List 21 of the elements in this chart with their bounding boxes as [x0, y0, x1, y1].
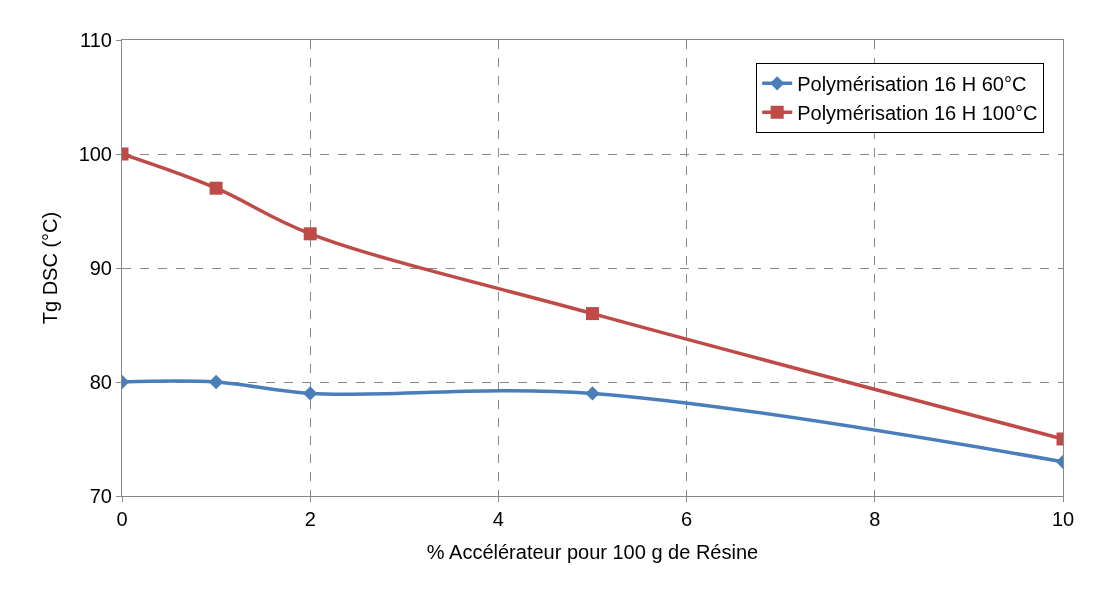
y-tick-label: 70 [89, 485, 112, 507]
point [303, 386, 318, 401]
x-tick-label: 0 [116, 508, 128, 530]
point [585, 386, 600, 401]
y-tick-label: 80 [89, 371, 112, 393]
x-tick-label: 4 [492, 508, 504, 530]
point [209, 181, 223, 195]
y-axis-title: Tg DSC (°C) [39, 211, 62, 325]
x-axis-title: % Accélérateur pour 100 g de Résine [426, 540, 759, 563]
point [303, 227, 317, 241]
y-tick-label: 100 [78, 143, 112, 165]
x-tick-label: 8 [869, 508, 881, 530]
y-tick-label: 90 [89, 257, 112, 279]
legend-label: Polymérisation 16 H 100°C [797, 102, 1038, 125]
x-tick-label: 10 [1051, 508, 1075, 530]
y-tick-label: 110 [80, 29, 112, 51]
x-tick-label: 2 [304, 508, 316, 530]
point [208, 374, 224, 390]
point [586, 307, 599, 321]
x-tick-label: 6 [681, 508, 693, 530]
legend-label: Polymérisation 16 H 60°C [797, 73, 1027, 96]
